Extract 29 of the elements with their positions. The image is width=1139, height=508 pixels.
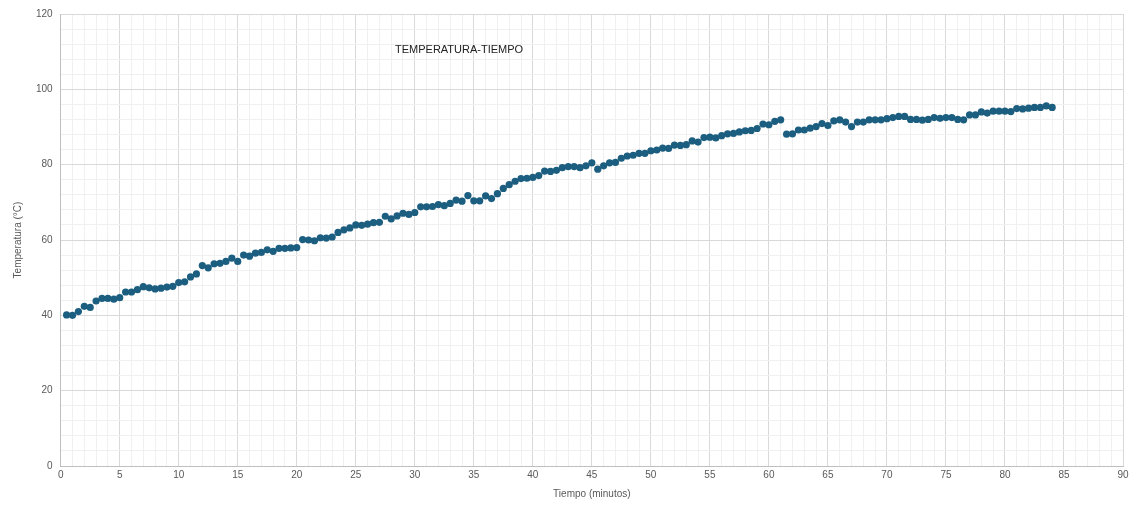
x-tick-label: 0 [57,468,64,480]
x-tick-label: 30 [409,468,421,480]
y-tick-label: 40 [41,309,54,321]
x-tick-label: 50 [645,468,657,480]
y-tick-label: 0 [47,459,54,471]
x-tick-label: 80 [999,468,1011,480]
x-tick-label: 65 [822,468,834,480]
y-tick-label: 120 [36,7,54,19]
y-axis-title: Temperatura (°C) [11,201,23,279]
y-tick-label: 60 [41,233,54,245]
x-tick-label: 20 [291,468,303,480]
text: TEMPERATURA-TIEMPO [394,43,524,56]
x-tick-label: 10 [173,468,185,480]
x-tick-label: 60 [763,468,775,480]
x-tick-label: 40 [527,468,539,480]
x-tick-label: 90 [1117,468,1129,480]
x-tick-label: 5 [116,468,123,480]
x-axis-title: Tiempo (minutos) [553,487,631,499]
y-tick-label: 100 [36,83,54,95]
y-tick-label: 80 [41,158,54,170]
x-tick-label: 70 [881,468,893,480]
x-tick-label: 85 [1058,468,1070,480]
x-tick-label: 45 [586,468,598,480]
x-tick-label: 55 [704,468,716,480]
y-tick-label: 20 [41,384,54,396]
x-tick-label: 75 [940,468,952,480]
x-tick-label: 35 [468,468,480,480]
x-tick-label: 25 [350,468,362,480]
x-tick-label: 15 [232,468,244,480]
